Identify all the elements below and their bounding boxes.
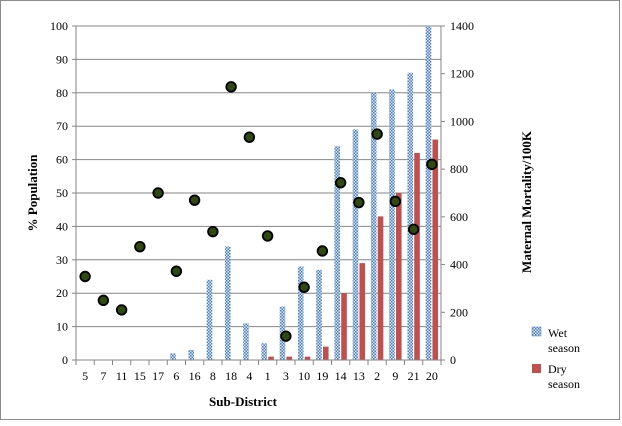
y-axis-right-title: Maternal Mortality/100K bbox=[519, 130, 534, 273]
bar-wet-season bbox=[261, 343, 268, 360]
bar-wet-season bbox=[224, 246, 231, 360]
mortality-point bbox=[407, 223, 420, 235]
y-axis-left-tick-label: 70 bbox=[56, 119, 68, 133]
bar-dry-season bbox=[304, 356, 311, 360]
x-axis-tick-label: 15 bbox=[134, 369, 146, 383]
mortality-point bbox=[426, 158, 438, 171]
y-axis-right-tick-label: 1000 bbox=[450, 114, 474, 128]
mortality-point bbox=[79, 270, 91, 283]
mortality-point bbox=[243, 131, 256, 143]
bar-dry-season bbox=[359, 263, 366, 360]
bar-wet-season bbox=[389, 89, 395, 361]
legend-label-dry-season: Dry bbox=[548, 362, 567, 376]
x-axis-tick-label: 5 bbox=[82, 369, 88, 383]
y-axis-right-tick-label: 1200 bbox=[450, 67, 474, 81]
mortality-point bbox=[134, 240, 146, 253]
mortality-point bbox=[261, 230, 274, 242]
y-axis-left-tick-label: 30 bbox=[56, 253, 68, 267]
y-axis-right-tick-label: 1400 bbox=[450, 19, 474, 33]
bar-wet-season bbox=[334, 146, 341, 360]
x-axis-tick-label: 10 bbox=[298, 369, 310, 383]
mortality-point bbox=[298, 281, 310, 293]
mortality-point bbox=[389, 195, 402, 208]
legend-label-wet-season-line2: season bbox=[548, 341, 580, 355]
y-axis-left-tick-label: 90 bbox=[56, 52, 68, 66]
y-axis-right-tick-label: 0 bbox=[450, 353, 456, 367]
y-axis-left-tick-label: 60 bbox=[56, 153, 68, 167]
gridlines bbox=[76, 25, 441, 328]
x-axis-tick-label: 8 bbox=[210, 369, 216, 383]
x-axis-tick-label: 21 bbox=[408, 369, 420, 383]
y-axis-left-tick-label: 20 bbox=[56, 286, 68, 300]
mortality-point bbox=[115, 304, 128, 316]
bar-wet-season bbox=[206, 279, 213, 360]
y-axis-right-tick-label: 600 bbox=[450, 210, 468, 224]
y-axis-left-tick-label: 80 bbox=[56, 86, 68, 100]
mortality-point bbox=[353, 196, 365, 209]
bar-wet-season bbox=[370, 92, 377, 361]
y-axis-left-tick-label: 40 bbox=[56, 219, 68, 233]
y-axis-right-tick-label: 200 bbox=[450, 305, 468, 319]
bar-wet-season bbox=[170, 353, 176, 360]
bar-dry-season bbox=[414, 152, 420, 360]
mortality-point bbox=[170, 265, 183, 277]
y-axis-left-tick-label: 100 bbox=[50, 19, 68, 33]
x-axis-tick-label: 7 bbox=[100, 369, 106, 383]
bar-dry-season bbox=[395, 193, 402, 360]
mortality-points bbox=[79, 81, 438, 342]
y-axis-left-title: % Population bbox=[25, 154, 40, 232]
x-axis-tick-label: 3 bbox=[283, 369, 289, 383]
x-axis-tick-label: 2 bbox=[374, 369, 380, 383]
y-axis-left-tick-label: 50 bbox=[56, 186, 68, 200]
x-axis-tick-label: 16 bbox=[189, 369, 201, 383]
y-axis-right-tick-label: 400 bbox=[450, 258, 468, 272]
x-axis-tick-label: 18 bbox=[225, 369, 237, 383]
x-axis-tick-label: 13 bbox=[353, 369, 365, 383]
bar-wet-season bbox=[425, 26, 432, 360]
y-axis-left-tick-label: 10 bbox=[56, 320, 68, 334]
x-axis-tick-label: 20 bbox=[426, 369, 438, 383]
x-axis-tick-label: 14 bbox=[335, 369, 347, 383]
bar-wet-season bbox=[297, 266, 304, 360]
mortality-point bbox=[97, 294, 110, 307]
mortality-point bbox=[225, 81, 237, 93]
bar-dry-season bbox=[322, 346, 329, 360]
x-axis-tick-label: 17 bbox=[152, 369, 164, 383]
bar-wet-season bbox=[407, 72, 414, 360]
x-axis-title: Sub-District bbox=[209, 394, 278, 409]
tick-labels: 0102030405060708090100020040060080010001… bbox=[50, 19, 474, 383]
mortality-point bbox=[316, 245, 329, 257]
bar-dry-season bbox=[377, 216, 384, 360]
mortality-point bbox=[152, 187, 164, 199]
x-axis-tick-label: 9 bbox=[392, 369, 398, 383]
x-axis-tick-label: 4 bbox=[246, 369, 252, 383]
bar-dry-season bbox=[432, 139, 439, 360]
x-axis-tick-label: 1 bbox=[265, 369, 271, 383]
x-axis-tick-label: 6 bbox=[173, 369, 179, 383]
x-axis-tick-label: 11 bbox=[116, 369, 128, 383]
bar-dry-season bbox=[268, 356, 274, 360]
legend-swatch-dry-season bbox=[532, 364, 541, 373]
legend-swatch-wet-season bbox=[531, 326, 542, 337]
y-axis-left-tick-label: 0 bbox=[62, 353, 68, 367]
mortality-point bbox=[371, 128, 383, 140]
bar-dry-season bbox=[286, 356, 293, 360]
legend-label-dry-season-line2: season bbox=[548, 377, 580, 391]
legend: Wet season Dry season bbox=[531, 326, 580, 391]
bar-dry-season bbox=[341, 293, 347, 360]
mortality-point bbox=[334, 177, 347, 189]
bar-wet-season bbox=[316, 269, 322, 360]
mortality-point bbox=[188, 194, 201, 206]
mortality-point bbox=[207, 225, 219, 238]
bar-wet-season bbox=[243, 323, 249, 360]
bar-wet-season bbox=[188, 349, 195, 360]
x-axis-tick-label: 19 bbox=[316, 369, 328, 383]
mortality-point bbox=[280, 330, 292, 342]
y-axis-right-tick-label: 800 bbox=[450, 162, 468, 176]
bar-wet-season bbox=[352, 129, 359, 360]
bars bbox=[170, 26, 439, 361]
legend-label-wet-season: Wet bbox=[548, 326, 568, 340]
